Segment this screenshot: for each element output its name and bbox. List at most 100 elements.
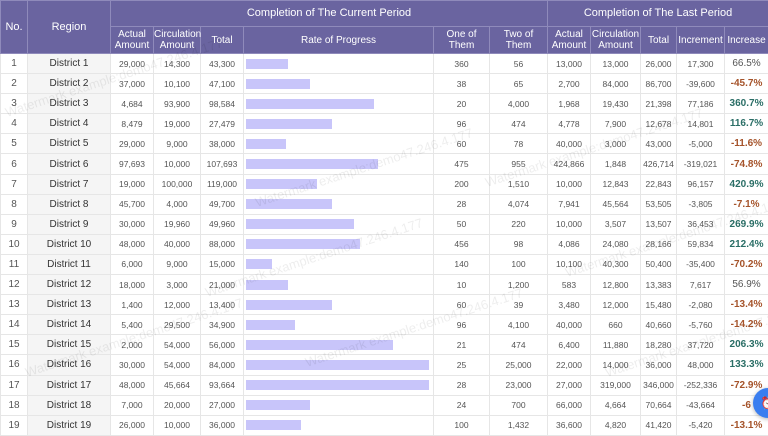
actual-amount: 48,000 [111, 234, 154, 254]
region-name: District 19 [28, 415, 111, 435]
increase-percent: -7.1% [725, 194, 768, 214]
header-no: No. [1, 1, 28, 54]
rate-of-progress [244, 295, 434, 315]
circulation-amount: 20,000 [154, 395, 201, 415]
total: 38,000 [201, 134, 244, 154]
one-of-them: 28 [434, 375, 490, 395]
region-name: District 7 [28, 174, 111, 194]
row-number: 10 [1, 234, 28, 254]
last-total: 26,000 [641, 54, 677, 74]
one-of-them: 100 [434, 415, 490, 435]
last-circulation-amount: 7,900 [591, 114, 641, 134]
last-circulation-amount: 40,300 [591, 254, 641, 274]
two-of-them: 25,000 [490, 355, 548, 375]
rate-of-progress [244, 254, 434, 274]
actual-amount: 26,000 [111, 415, 154, 435]
header-current-period: Completion of The Current Period [111, 1, 548, 27]
last-actual-amount: 10,100 [548, 254, 591, 274]
increment: 48,000 [677, 355, 725, 375]
last-circulation-amount: 4,664 [591, 395, 641, 415]
last-actual-amount: 7,941 [548, 194, 591, 214]
region-name: District 17 [28, 375, 111, 395]
row-number: 7 [1, 174, 28, 194]
increase-percent: 133.3% [725, 355, 768, 375]
progress-bar [246, 239, 360, 249]
row-number: 11 [1, 254, 28, 274]
last-actual-amount: 583 [548, 275, 591, 295]
progress-bar [246, 380, 429, 390]
increase-percent: 56.9% [725, 275, 768, 295]
increment: 96,157 [677, 174, 725, 194]
region-name: District 18 [28, 395, 111, 415]
two-of-them: 1,432 [490, 415, 548, 435]
last-actual-amount: 22,000 [548, 355, 591, 375]
region-name: District 13 [28, 295, 111, 315]
one-of-them: 96 [434, 315, 490, 335]
increase-percent: 116.7% [725, 114, 768, 134]
total: 119,000 [201, 174, 244, 194]
last-circulation-amount: 660 [591, 315, 641, 335]
actual-amount: 30,000 [111, 355, 154, 375]
last-circulation-amount: 24,080 [591, 234, 641, 254]
row-number: 6 [1, 154, 28, 174]
last-actual-amount: 27,000 [548, 375, 591, 395]
last-circulation-amount: 3,507 [591, 214, 641, 234]
total: 36,000 [201, 415, 244, 435]
last-circulation-amount: 12,000 [591, 295, 641, 315]
two-of-them: 474 [490, 335, 548, 355]
increase-percent: -14.2% [725, 315, 768, 335]
increment: 59,834 [677, 234, 725, 254]
progress-bar [246, 360, 429, 370]
increment: -5,420 [677, 415, 725, 435]
increment: 7,617 [677, 275, 725, 295]
total: 84,000 [201, 355, 244, 375]
last-actual-amount: 4,778 [548, 114, 591, 134]
actual-amount: 8,479 [111, 114, 154, 134]
one-of-them: 475 [434, 154, 490, 174]
row-number: 18 [1, 395, 28, 415]
last-total: 426,714 [641, 154, 677, 174]
rate-of-progress [244, 315, 434, 335]
increase-percent: -13.4% [725, 295, 768, 315]
last-circulation-amount: 3,000 [591, 134, 641, 154]
one-of-them: 360 [434, 54, 490, 74]
two-of-them: 220 [490, 214, 548, 234]
increment: -5,760 [677, 315, 725, 335]
header-region: Region [28, 1, 111, 54]
increment: -5,000 [677, 134, 725, 154]
header-last-col: Circulation Amount [591, 27, 641, 54]
rate-of-progress [244, 134, 434, 154]
actual-amount: 4,684 [111, 94, 154, 114]
one-of-them: 24 [434, 395, 490, 415]
progress-bar [246, 199, 332, 209]
total: 27,000 [201, 395, 244, 415]
last-circulation-amount: 84,000 [591, 74, 641, 94]
last-total: 13,383 [641, 275, 677, 295]
circulation-amount: 10,000 [154, 415, 201, 435]
region-name: District 6 [28, 154, 111, 174]
increment: -43,664 [677, 395, 725, 415]
rate-of-progress [244, 74, 434, 94]
one-of-them: 10 [434, 275, 490, 295]
increase-percent: 66.5% [725, 54, 768, 74]
increase-percent: 360.7% [725, 94, 768, 114]
total: 34,900 [201, 315, 244, 335]
total: 98,584 [201, 94, 244, 114]
row-number: 17 [1, 375, 28, 395]
row-number: 19 [1, 415, 28, 435]
increase-percent: 269.9% [725, 214, 768, 234]
last-circulation-amount: 4,820 [591, 415, 641, 435]
rate-of-progress [244, 275, 434, 295]
actual-amount: 18,000 [111, 275, 154, 295]
progress-bar [246, 179, 317, 189]
region-name: District 15 [28, 335, 111, 355]
circulation-amount: 54,000 [154, 355, 201, 375]
two-of-them: 39 [490, 295, 548, 315]
two-of-them: 4,000 [490, 94, 548, 114]
circulation-amount: 9,000 [154, 134, 201, 154]
increment: -252,336 [677, 375, 725, 395]
